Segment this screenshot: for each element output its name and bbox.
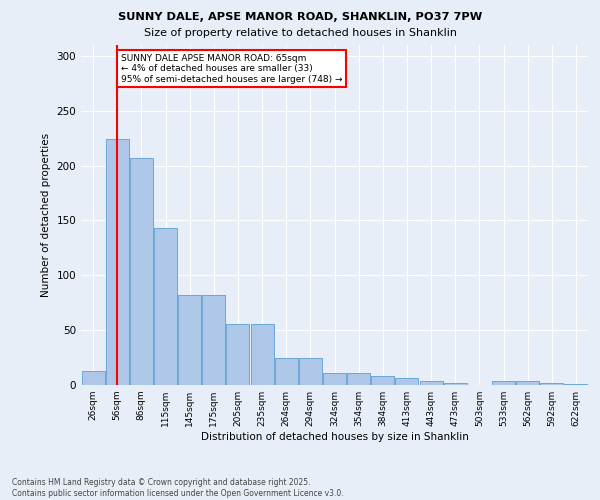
Bar <box>395 378 418 385</box>
Bar <box>178 295 201 385</box>
Bar <box>202 295 225 385</box>
Bar <box>516 380 539 385</box>
Bar <box>299 358 322 385</box>
Bar <box>371 376 394 385</box>
Bar <box>275 358 298 385</box>
Bar <box>154 228 177 385</box>
X-axis label: Distribution of detached houses by size in Shanklin: Distribution of detached houses by size … <box>200 432 469 442</box>
Bar <box>565 384 587 385</box>
Text: Size of property relative to detached houses in Shanklin: Size of property relative to detached ho… <box>143 28 457 38</box>
Bar <box>444 383 467 385</box>
Bar <box>419 380 443 385</box>
Y-axis label: Number of detached properties: Number of detached properties <box>41 133 51 297</box>
Bar <box>226 324 250 385</box>
Bar <box>106 140 128 385</box>
Text: SUNNY DALE, APSE MANOR ROAD, SHANKLIN, PO37 7PW: SUNNY DALE, APSE MANOR ROAD, SHANKLIN, P… <box>118 12 482 22</box>
Bar <box>82 370 104 385</box>
Bar <box>130 158 153 385</box>
Text: SUNNY DALE APSE MANOR ROAD: 65sqm
← 4% of detached houses are smaller (33)
95% o: SUNNY DALE APSE MANOR ROAD: 65sqm ← 4% o… <box>121 54 343 84</box>
Bar <box>347 373 370 385</box>
Bar <box>492 380 515 385</box>
Bar <box>541 383 563 385</box>
Bar <box>251 324 274 385</box>
Text: Contains HM Land Registry data © Crown copyright and database right 2025.
Contai: Contains HM Land Registry data © Crown c… <box>12 478 344 498</box>
Bar <box>323 373 346 385</box>
